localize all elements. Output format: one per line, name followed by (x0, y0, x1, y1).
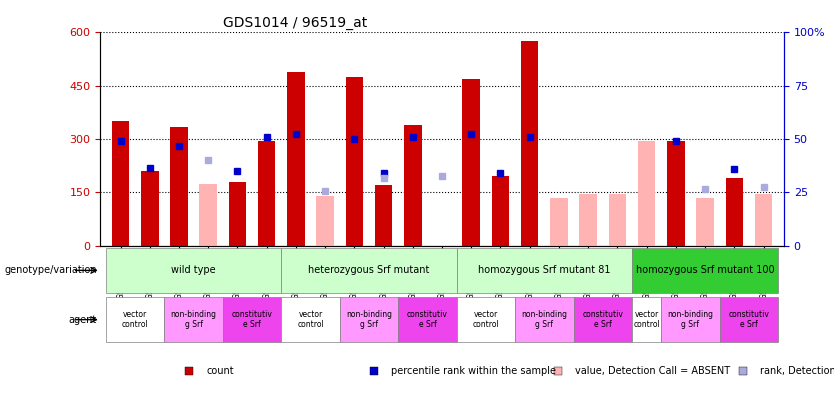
Text: homozygous Srf mutant 100: homozygous Srf mutant 100 (636, 265, 774, 275)
Text: non-binding
g Srf: non-binding g Srf (521, 310, 567, 329)
Bar (287, 72, 304, 246)
Text: vector
control: vector control (122, 310, 148, 329)
Bar (141, 171, 158, 246)
Text: homozygous Srf mutant 81: homozygous Srf mutant 81 (478, 265, 610, 275)
Text: count: count (206, 367, 234, 376)
Text: constitutiv
e Srf: constitutiv e Srf (582, 310, 623, 329)
Text: vector
control: vector control (473, 310, 500, 329)
Text: vector
control: vector control (297, 310, 324, 329)
Bar (281, 297, 339, 342)
Bar (667, 141, 685, 246)
Bar (229, 182, 246, 246)
Bar (374, 185, 392, 246)
Bar (398, 297, 457, 342)
Text: rank, Detection Call = ABSENT: rank, Detection Call = ABSENT (760, 367, 834, 376)
Bar (492, 177, 510, 246)
Bar (574, 297, 632, 342)
Bar (199, 183, 217, 246)
Text: constitutiv
e Srf: constitutiv e Srf (407, 310, 448, 329)
Bar (106, 297, 164, 342)
Text: wild type: wild type (171, 265, 216, 275)
Bar (258, 141, 275, 246)
Bar (661, 297, 720, 342)
Text: heterozygous Srf mutant: heterozygous Srf mutant (309, 265, 430, 275)
Bar (463, 79, 480, 246)
Bar (112, 122, 129, 246)
Bar (170, 127, 188, 246)
Bar (632, 248, 778, 292)
Bar (457, 248, 632, 292)
Text: vector
control: vector control (633, 310, 660, 329)
Bar (339, 297, 398, 342)
Bar (345, 77, 363, 246)
Bar (580, 194, 597, 246)
Text: non-binding
g Srf: non-binding g Srf (667, 310, 713, 329)
Bar (726, 178, 743, 246)
Bar (755, 194, 772, 246)
Bar (457, 297, 515, 342)
Text: agent: agent (68, 315, 97, 325)
Bar (515, 297, 574, 342)
Bar (550, 198, 568, 246)
Bar (638, 141, 656, 246)
Bar (223, 297, 281, 342)
Text: value, Detection Call = ABSENT: value, Detection Call = ABSENT (575, 367, 731, 376)
Text: non-binding
g Srf: non-binding g Srf (346, 310, 392, 329)
Text: constitutiv
e Srf: constitutiv e Srf (232, 310, 273, 329)
Bar (281, 248, 457, 292)
Bar (106, 248, 281, 292)
Bar (720, 297, 778, 342)
Text: constitutiv
e Srf: constitutiv e Srf (728, 310, 769, 329)
Bar (521, 41, 539, 246)
Bar (632, 297, 661, 342)
Bar (164, 297, 223, 342)
Bar (316, 196, 334, 246)
Bar (609, 194, 626, 246)
Text: percentile rank within the sample: percentile rank within the sample (390, 367, 555, 376)
Text: GDS1014 / 96519_at: GDS1014 / 96519_at (224, 16, 368, 30)
Bar (696, 198, 714, 246)
Bar (404, 125, 421, 246)
Text: non-binding
g Srf: non-binding g Srf (171, 310, 217, 329)
Text: genotype/variation: genotype/variation (4, 265, 97, 275)
